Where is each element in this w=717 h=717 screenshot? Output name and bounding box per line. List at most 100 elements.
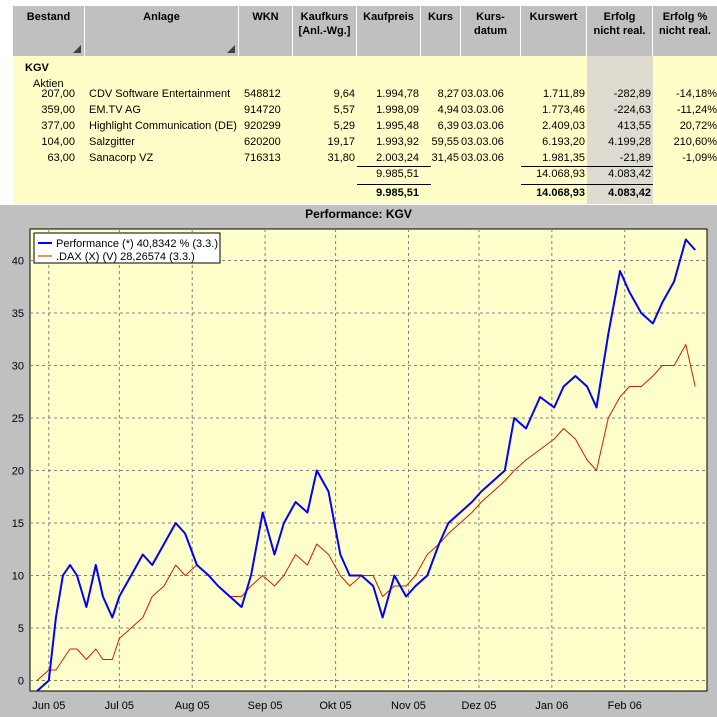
cell-kurswert: 2.409,03	[542, 120, 585, 132]
cell-kaufpreis: 1.994,78	[376, 88, 419, 100]
subgroup-label[interactable]: Aktien	[33, 78, 64, 90]
legend-box	[33, 232, 221, 264]
cell-kaufpreis: 2.003,24	[376, 152, 419, 164]
erfolg-column-highlight	[587, 56, 653, 204]
cell-kurs: 31,45	[431, 152, 459, 164]
cell-erfolg: -224,63	[613, 104, 651, 116]
x-tick-label: Dez 05	[462, 700, 497, 712]
cell-wkn: 548812	[244, 88, 281, 100]
cell-erfolg: 4.199,28	[608, 136, 651, 148]
table-row[interactable]: 63,00 Sanacorp VZ 716313 31,80 2.003,24 …	[13, 150, 717, 166]
cell-kurs: 59,55	[431, 136, 459, 148]
column-header-bestand[interactable]: Bestand	[13, 6, 85, 56]
cell-kaufkurs: 19,17	[327, 136, 355, 148]
header-label: Erfolg	[603, 11, 636, 23]
legend-entry: Performance (*) 40,8342 % (3.3.)	[56, 238, 218, 250]
column-header-kurs[interactable]: Kurs	[421, 6, 461, 56]
cell-wkn: 920299	[244, 120, 281, 132]
column-header-wkn[interactable]: WKN	[239, 6, 293, 56]
cell-erfolg-prozent: -1,09%	[682, 152, 717, 164]
cell-kaufkurs: 9,64	[333, 88, 355, 100]
series-line-dax	[36, 344, 696, 681]
subtotal-rule	[357, 166, 431, 167]
header-label: Erfolg %	[662, 11, 708, 23]
cell-anlage: CDV Software Entertainment	[89, 88, 231, 100]
table-row[interactable]: 104,00 Salzgitter 620200 19,17 1.993,92 …	[13, 134, 717, 150]
column-header-kaufkurs[interactable]: Kaufkurs [Anl.-Wg.]	[293, 6, 357, 56]
column-header-kaufpreis[interactable]: Kaufpreis	[357, 6, 421, 56]
cell-kaufkurs: 5,57	[333, 104, 355, 116]
cell-bestand: 377,00	[41, 120, 75, 132]
performance-chart-panel: Performance: KGV 0 5 10 15 20 25 30 35 40 Jun 05 J…	[0, 205, 717, 717]
subtotal-kaufpreis: 9.985,51	[376, 168, 419, 180]
sort-handle-icon[interactable]	[73, 45, 81, 53]
cell-kurs: 8,27	[437, 88, 459, 100]
group-label[interactable]: KGV	[25, 62, 49, 74]
cell-bestand: 207,00	[41, 88, 75, 100]
column-header-erfolg-prozent[interactable]: Erfolg % nicht real.	[653, 6, 717, 56]
cell-kurswert: 6.193,20	[542, 136, 585, 148]
cell-erfolg-prozent: -14,18%	[676, 88, 717, 100]
cell-kursdatum: 03.03.06	[461, 120, 504, 132]
cell-kursdatum: 03.03.06	[461, 104, 504, 116]
x-tick-label: Nov 05	[391, 700, 426, 712]
chart-title: Performance: KGV	[305, 207, 412, 221]
header-label: Bestand	[26, 11, 71, 23]
cell-kurswert: 1.981,35	[542, 152, 585, 164]
cell-erfolg: -21,89	[619, 152, 651, 164]
series-line-performance	[36, 238, 696, 692]
header-label: Kurswert	[529, 11, 578, 23]
cell-erfolg-prozent: -11,24%	[676, 104, 717, 116]
subtotal-kurswert: 14.068,93	[536, 168, 585, 180]
total-kaufpreis: 9.985,51	[376, 187, 419, 199]
y-tick-label: 40	[12, 256, 24, 268]
cell-kurswert: 1.711,89	[542, 88, 585, 100]
y-tick-label: 25	[12, 413, 24, 425]
table-row[interactable]: 359,00 EM.TV AG 914720 5,57 1.998,09 4,9…	[13, 102, 717, 118]
header-label: Kurs-	[476, 11, 505, 23]
subtotal-erfolg: 4.083,42	[608, 168, 651, 180]
table-row[interactable]: 377,00 Highlight Communication (DE) 9202…	[13, 118, 717, 134]
performance-chart[interactable]: 0 5 10 15 20 25 30 35 40 Jun 05 Jul 05 Aug 05 Sep 05…	[0, 225, 717, 717]
cell-kursdatum: 03.03.06	[461, 88, 504, 100]
cell-anlage: Highlight Communication (DE)	[89, 120, 237, 132]
cell-kaufkurs: 5,29	[333, 120, 355, 132]
plot-area	[29, 228, 708, 692]
cell-kaufkurs: 31,80	[327, 152, 355, 164]
header-label: Kaufpreis	[363, 11, 414, 23]
cell-kurs: 4,94	[437, 104, 459, 116]
y-tick-label: 15	[12, 518, 24, 530]
header-label: Anlage	[143, 11, 180, 23]
total-rule	[521, 184, 653, 185]
cell-kurs: 6,39	[437, 120, 459, 132]
column-header-kurswert[interactable]: Kurswert	[521, 6, 587, 56]
cell-bestand: 104,00	[41, 136, 75, 148]
sort-handle-icon[interactable]	[227, 45, 235, 53]
y-tick-label: 10	[12, 571, 24, 583]
header-label: WKN	[252, 11, 279, 23]
x-tick-label: Sep 05	[248, 700, 283, 712]
cell-erfolg-prozent: 210,60%	[673, 136, 717, 148]
cell-erfolg: 413,55	[617, 120, 651, 132]
y-tick-label: 20	[12, 466, 24, 478]
cell-kaufpreis: 1.998,09	[376, 104, 419, 116]
cell-kursdatum: 03.03.06	[461, 136, 504, 148]
header-label: Kaufkurs	[300, 11, 349, 23]
column-header-erfolg[interactable]: Erfolg nicht real.	[587, 6, 653, 56]
column-header-anlage[interactable]: Anlage	[85, 6, 239, 56]
table-row[interactable]: 207,00 CDV Software Entertainment 548812…	[13, 86, 717, 102]
total-rule	[357, 184, 431, 185]
cell-kaufpreis: 1.993,92	[376, 136, 419, 148]
x-tick-label: Jul 05	[105, 700, 134, 712]
x-tick-label: Jun 05	[32, 700, 65, 712]
column-header-kursdatum[interactable]: Kurs- datum	[461, 6, 521, 56]
cell-erfolg-prozent: 20,72%	[679, 120, 717, 132]
cell-wkn: 620200	[244, 136, 281, 148]
cell-anlage: Sanacorp VZ	[89, 152, 154, 164]
x-tick-label: Aug 05	[175, 700, 210, 712]
cell-wkn: 914720	[244, 104, 281, 116]
cell-erfolg: -282,89	[613, 88, 651, 100]
cell-bestand: 63,00	[47, 152, 75, 164]
header-label: Kurs	[427, 11, 454, 23]
total-erfolg: 4.083,42	[608, 187, 651, 199]
